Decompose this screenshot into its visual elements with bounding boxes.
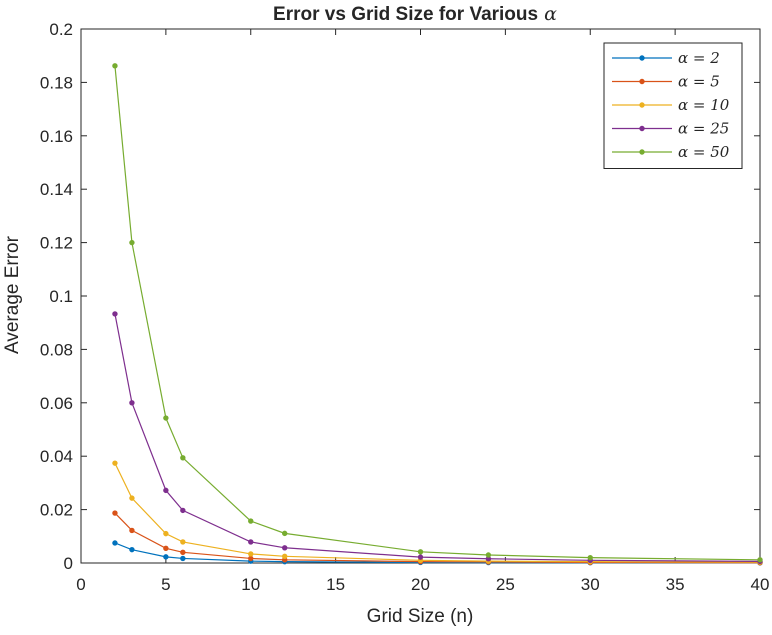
data-point <box>180 549 186 556</box>
data-point <box>248 539 254 545</box>
data-point <box>180 555 186 562</box>
x-tick-label: 40 <box>751 575 770 594</box>
y-tick-label: 0.14 <box>40 180 73 199</box>
legend-box <box>603 42 743 169</box>
data-point <box>163 530 169 537</box>
legend-marker <box>639 55 645 61</box>
y-tick-label: 0.2 <box>49 20 73 39</box>
y-tick-label: 0.02 <box>40 501 73 520</box>
y-axis-label: Average Error <box>2 235 23 354</box>
data-point <box>417 549 424 555</box>
data-point <box>757 557 763 563</box>
y-tick-label: 0.04 <box>40 447 73 466</box>
x-tick-label: 10 <box>241 575 260 594</box>
data-point <box>485 552 492 558</box>
data-point <box>180 455 186 461</box>
x-tick-label: 0 <box>76 575 85 594</box>
data-point <box>112 540 118 546</box>
y-tick-label: 0.06 <box>40 394 73 413</box>
legend: α = 2 α = 5 α = 10 α = 25 α = 50 <box>603 42 743 169</box>
x-tick-label: 20 <box>411 575 430 594</box>
data-point <box>112 63 118 69</box>
chart-title-text: Error vs Grid Size for Various <box>273 4 538 25</box>
x-tick-label: 35 <box>666 575 685 594</box>
legend-label: α = 25 <box>678 120 729 138</box>
y-tick-label: 0.18 <box>40 73 73 92</box>
series-line-2 <box>114 512 761 564</box>
series-line-3 <box>114 462 761 563</box>
legend-marker <box>639 78 645 85</box>
data-point <box>248 551 254 557</box>
data-point <box>129 239 135 246</box>
x-tick-label: 30 <box>581 575 600 594</box>
data-point <box>282 553 288 560</box>
legend-label: α = 2 <box>678 49 720 67</box>
y-tick-label: 0.08 <box>40 340 73 359</box>
legend-label: α = 10 <box>678 96 730 114</box>
x-tick-label: 25 <box>496 575 515 594</box>
data-point <box>417 554 424 560</box>
data-point <box>587 554 593 561</box>
data-point <box>129 400 135 406</box>
legend-marker <box>639 102 645 108</box>
chart-title: Error vs Grid Size for Various α <box>273 3 557 25</box>
data-point <box>163 487 169 494</box>
chart-title-symbol: α <box>544 3 557 25</box>
legend-label: α = 5 <box>678 73 720 91</box>
y-tick-label: 0.1 <box>49 287 73 306</box>
data-point <box>129 527 135 534</box>
data-point <box>248 555 254 562</box>
data-point <box>163 415 169 421</box>
legend-marker <box>639 149 645 155</box>
legend-marker <box>639 125 645 132</box>
data-point <box>180 507 186 514</box>
y-tick-label: 0.12 <box>40 234 73 253</box>
data-point <box>163 554 169 560</box>
x-axis-label: Grid Size (n) <box>367 606 474 627</box>
series-line-4 <box>114 313 761 563</box>
x-tick-label: 5 <box>161 575 170 594</box>
data-point <box>248 518 254 524</box>
data-point <box>282 530 288 537</box>
data-point <box>163 545 169 552</box>
data-point <box>112 460 118 466</box>
data-point <box>112 510 118 516</box>
legend-label: α = 50 <box>678 143 730 161</box>
data-point <box>112 311 118 317</box>
x-tick-label: 15 <box>326 575 345 594</box>
data-point <box>129 495 135 501</box>
series-line-5 <box>114 65 761 561</box>
y-tick-label: 0 <box>64 554 73 573</box>
y-tick-label: 0.16 <box>40 127 73 146</box>
data-point <box>180 539 186 545</box>
data-point <box>129 546 135 553</box>
data-point <box>282 545 288 551</box>
